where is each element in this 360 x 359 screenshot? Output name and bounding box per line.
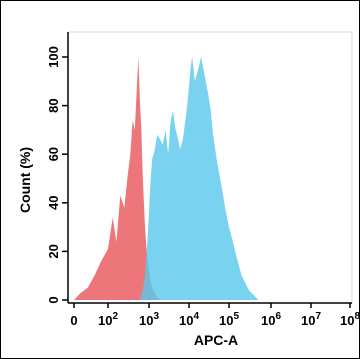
- x-tick-label: 104: [179, 311, 199, 328]
- y-tick-label: 100: [46, 46, 61, 68]
- y-tick-label: 20: [46, 244, 61, 258]
- y-tick-label: 80: [46, 98, 61, 112]
- x-axis-label: APC-A: [194, 332, 238, 348]
- x-tick-label: 103: [139, 311, 159, 328]
- series-2-area: [139, 57, 259, 300]
- x-tick-label: 102: [98, 311, 118, 328]
- y-tick-label: 40: [46, 196, 61, 210]
- x-tick-label: 0: [70, 313, 77, 328]
- series-layer: [74, 57, 259, 300]
- series-1-area: [74, 57, 161, 300]
- x-tick-label: 107: [301, 311, 321, 328]
- x-tick-label: 108: [340, 311, 360, 328]
- y-tick-label: 60: [46, 147, 61, 161]
- x-tick-label: 106: [261, 311, 281, 328]
- y-axis-label: Count (%): [17, 147, 33, 213]
- axes-layer: 0 20 40 60 80 100 0 102 103 104 105 106 107 108: [46, 31, 360, 328]
- y-tick-label: 0: [46, 296, 61, 303]
- x-tick-label: 105: [219, 311, 239, 328]
